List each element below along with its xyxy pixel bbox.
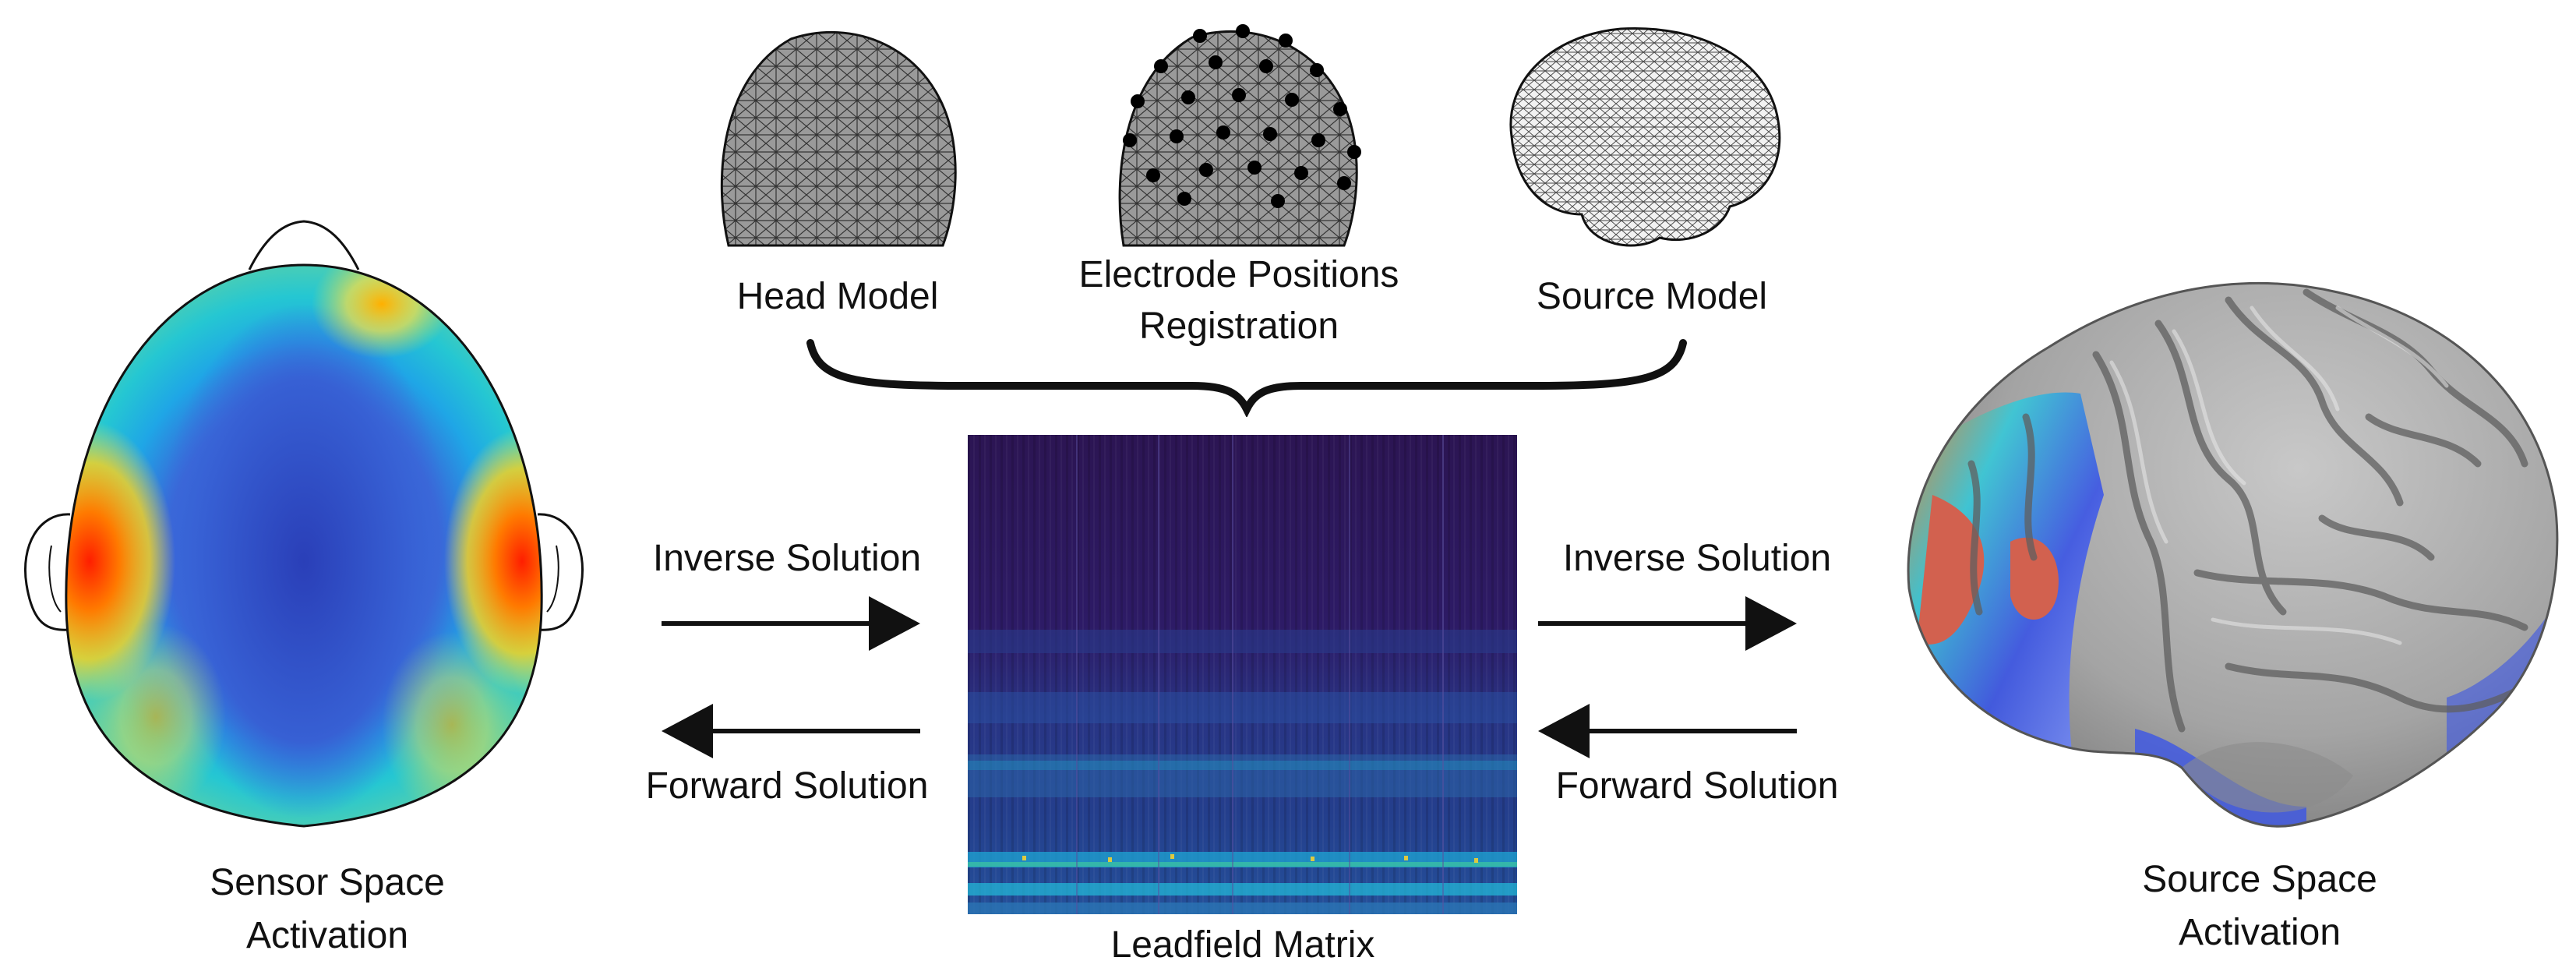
electrode-mesh-icon xyxy=(1118,24,1361,247)
arrow-right-icon xyxy=(1538,596,1797,651)
source-space-label-line2: Activation xyxy=(2178,912,2341,953)
arrow-right-icon xyxy=(662,596,920,651)
head-mesh-icon xyxy=(720,31,957,247)
sensor-space-label-line2: Activation xyxy=(245,915,409,956)
curly-brace xyxy=(803,331,1691,417)
leadfield-heatmap xyxy=(968,435,1517,914)
sensor-space-topomap xyxy=(16,218,592,850)
leadfield-matrix xyxy=(968,435,1517,914)
right-inverse-solution-label: Inverse Solution xyxy=(1562,538,1832,579)
head-model-label: Head Model xyxy=(736,276,939,317)
right-forward-arrow xyxy=(1535,700,1800,762)
electrode-positions-mesh xyxy=(1106,23,1371,257)
sensor-space-label-line1: Sensor Space xyxy=(210,862,445,903)
left-inverse-solution-label: Inverse Solution xyxy=(652,538,922,579)
left-inverse-arrow xyxy=(658,592,923,655)
right-forward-solution-label: Forward Solution xyxy=(1555,765,1839,807)
arrow-left-icon xyxy=(1538,704,1797,758)
source-space-cortex xyxy=(1901,261,2564,853)
electrode-positions-label-line1: Electrode Positions xyxy=(1078,254,1399,295)
leadfield-matrix-label: Leadfield Matrix xyxy=(1110,924,1375,966)
head-model-mesh xyxy=(705,23,970,257)
curly-brace-icon xyxy=(806,339,1687,417)
left-forward-solution-label: Forward Solution xyxy=(645,765,929,807)
source-model-mesh xyxy=(1496,19,1792,253)
scalp-topomap-icon xyxy=(24,220,584,828)
brain-mesh-icon xyxy=(1509,26,1781,247)
cortex-surface-icon xyxy=(1907,281,2559,828)
arrow-left-icon xyxy=(662,704,920,758)
electrode-positions-label-line2: Registration xyxy=(1138,306,1339,347)
left-forward-arrow xyxy=(658,700,923,762)
right-inverse-arrow xyxy=(1535,592,1800,655)
source-model-label: Source Model xyxy=(1536,276,1768,317)
source-space-label-line1: Source Space xyxy=(2142,859,2377,900)
